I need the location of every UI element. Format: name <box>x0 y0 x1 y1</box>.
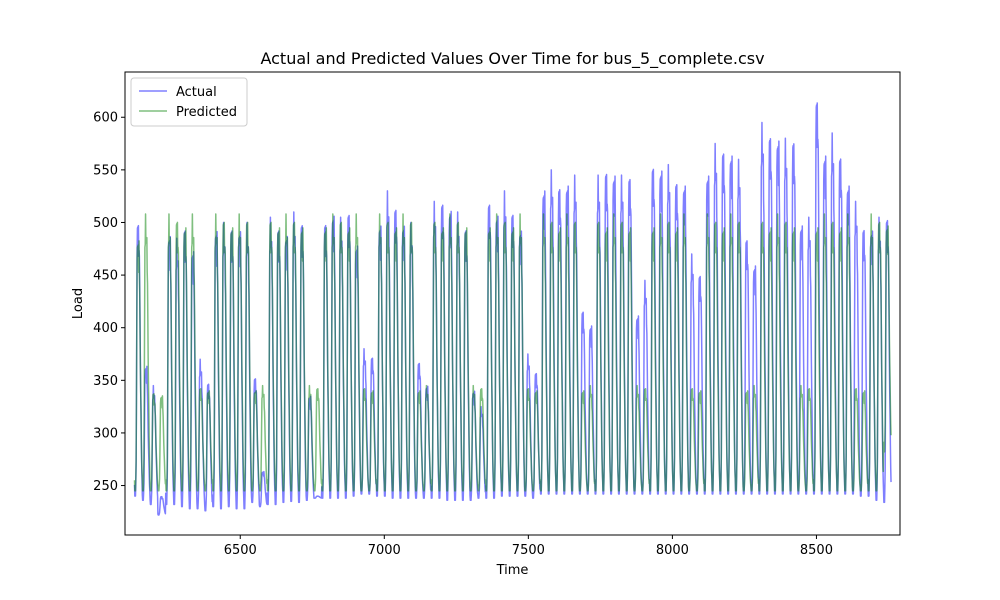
x-tick-label: 7500 <box>512 543 545 558</box>
series-layer <box>133 102 892 516</box>
chart-title: Actual and Predicted Values Over Time fo… <box>260 49 764 69</box>
legend: Actual Predicted <box>130 77 248 127</box>
x-axis-label: Time <box>496 563 529 578</box>
x-tick-label: 8500 <box>800 543 833 558</box>
y-tick-label: 300 <box>93 426 118 441</box>
plot-frame <box>124 71 901 536</box>
y-tick-label: 250 <box>93 479 118 494</box>
y-tick-label: 500 <box>93 216 118 231</box>
y-tick-label: 350 <box>93 374 118 389</box>
x-tick-label: 6500 <box>224 543 257 558</box>
series-line-predicted <box>133 213 892 492</box>
x-tick-label: 7000 <box>368 543 401 558</box>
y-tick-label: 550 <box>93 163 118 178</box>
legend-box <box>130 77 248 127</box>
x-tick-label: 8000 <box>656 543 689 558</box>
y-axis: 250 300 350 400 450 500 550 600 <box>93 111 125 494</box>
legend-label-predicted: Predicted <box>176 105 237 120</box>
y-axis-label: Load <box>71 288 86 319</box>
x-axis: 6500 7000 7500 8000 8500 <box>224 535 833 558</box>
legend-label-actual: Actual <box>176 85 217 100</box>
y-tick-label: 400 <box>93 321 118 336</box>
y-tick-label: 600 <box>93 111 118 126</box>
y-tick-label: 450 <box>93 269 118 284</box>
